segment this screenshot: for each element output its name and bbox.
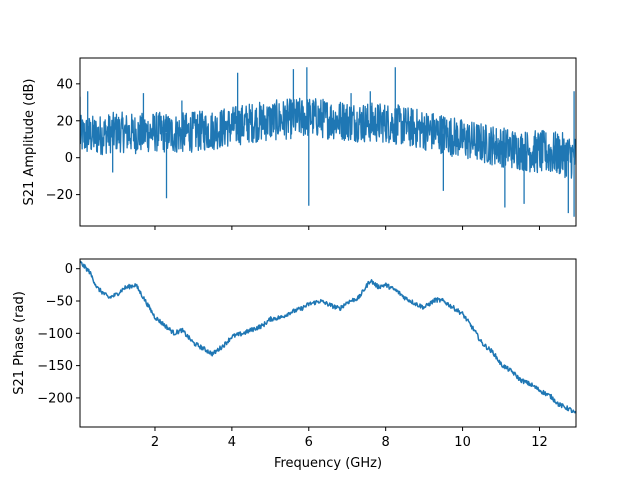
y-tick-label: 0: [65, 151, 73, 166]
axes-frame: [79, 258, 577, 428]
x-tick-label: 4: [228, 435, 236, 450]
x-tick-label: 2: [151, 435, 159, 450]
y-tick-label: −50: [46, 295, 73, 310]
y-axis-label: S21 Phase (rad): [12, 291, 27, 395]
x-tick-label: 6: [305, 435, 313, 450]
y-tick-label: 40: [56, 77, 73, 92]
axes-frame: [79, 57, 577, 227]
series-line: [80, 260, 576, 414]
series-line: [80, 67, 576, 217]
x-tick-label: 10: [454, 435, 471, 450]
y-tick-label: −20: [46, 188, 73, 203]
x-tick-label: 8: [382, 435, 390, 450]
y-tick-label: 0: [65, 262, 73, 277]
y-tick-label: −100: [37, 327, 73, 342]
y-tick-label: −150: [37, 359, 73, 374]
phase-panel: −200 −150 −100 −50 0 2 4 6 8 10 12 S21 Phase (rad) F…: [12, 258, 577, 471]
x-tick-label: 12: [531, 435, 548, 450]
y-tick-label: 20: [56, 114, 73, 129]
y-tick-label: −200: [37, 391, 73, 406]
y-axis-label: S21 Amplitude (dB): [22, 79, 37, 206]
x-axis-label: Frequency (GHz): [274, 456, 382, 471]
amplitude-panel: −20 0 20 40 S21 Amplitude (dB): [22, 57, 577, 230]
